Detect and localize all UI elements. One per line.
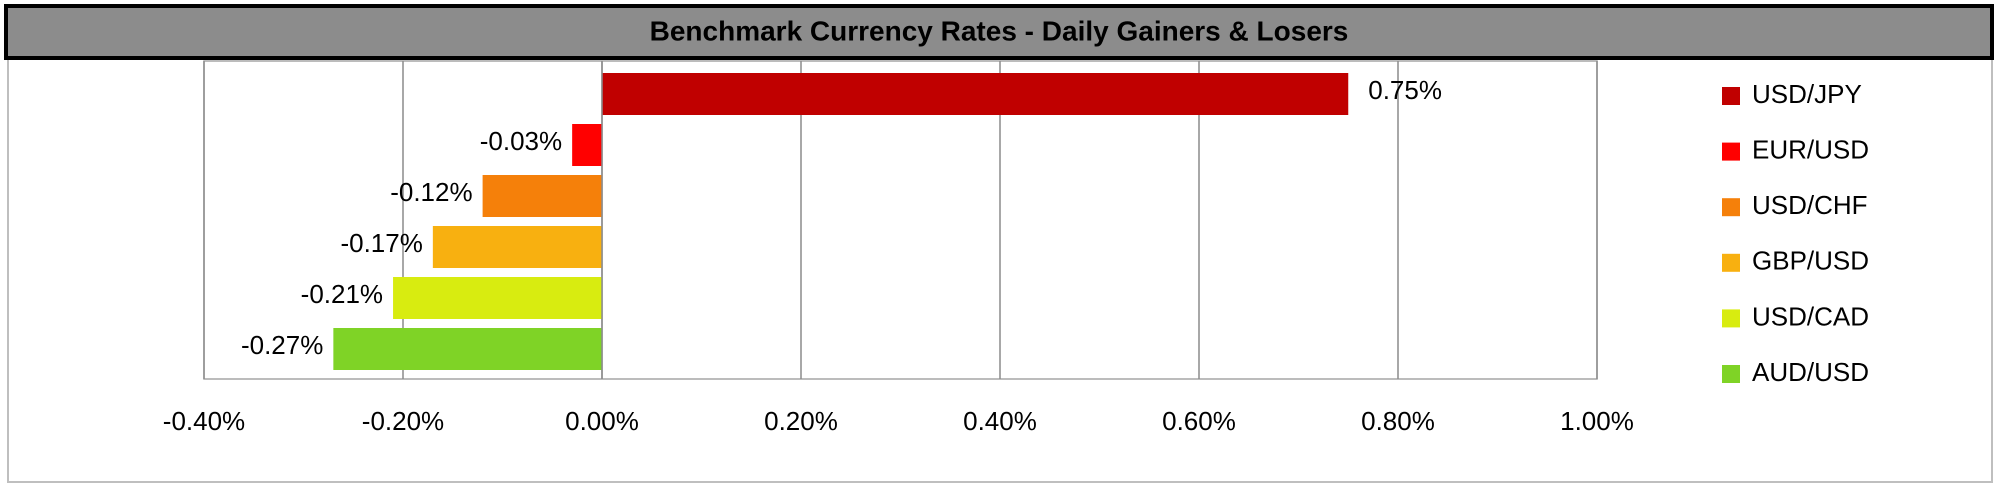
x-tick-label: 0.00%	[565, 406, 639, 436]
value-label: -0.17%	[340, 228, 422, 258]
legend-label: EUR/USD	[1752, 134, 1869, 164]
value-label: -0.03%	[480, 126, 562, 156]
x-tick-label: -0.40%	[163, 406, 245, 436]
legend-swatch	[1722, 253, 1740, 272]
legend-label: USD/CHF	[1752, 190, 1868, 220]
legend-label: USD/JPY	[1752, 79, 1862, 109]
x-tick-label: 0.80%	[1361, 406, 1435, 436]
legend-swatch	[1722, 309, 1740, 328]
legend-swatch	[1722, 198, 1740, 217]
x-tick-label: 0.60%	[1162, 406, 1236, 436]
value-label: -0.21%	[301, 279, 383, 309]
bar	[572, 124, 602, 166]
legend-label: USD/CAD	[1752, 301, 1869, 331]
x-tick-label: -0.20%	[362, 406, 444, 436]
chart-title: Benchmark Currency Rates - Daily Gainers…	[650, 15, 1349, 46]
value-label: -0.12%	[390, 177, 472, 207]
x-tick-label: 0.20%	[764, 406, 838, 436]
bar	[602, 73, 1349, 115]
legend-swatch	[1722, 142, 1740, 161]
value-label: 0.75%	[1368, 75, 1442, 105]
legend-swatch	[1722, 365, 1740, 383]
bar	[393, 277, 602, 319]
x-tick-label: 0.40%	[963, 406, 1037, 436]
legend-label: GBP/USD	[1752, 246, 1869, 276]
bar	[482, 175, 602, 217]
x-tick-label: 1.00%	[1560, 406, 1634, 436]
legend-swatch	[1722, 87, 1740, 105]
title-bar	[4, 4, 1994, 60]
value-label: -0.27%	[241, 330, 323, 360]
bar	[432, 226, 602, 268]
bar	[333, 328, 602, 370]
legend-label: AUD/USD	[1752, 357, 1869, 387]
